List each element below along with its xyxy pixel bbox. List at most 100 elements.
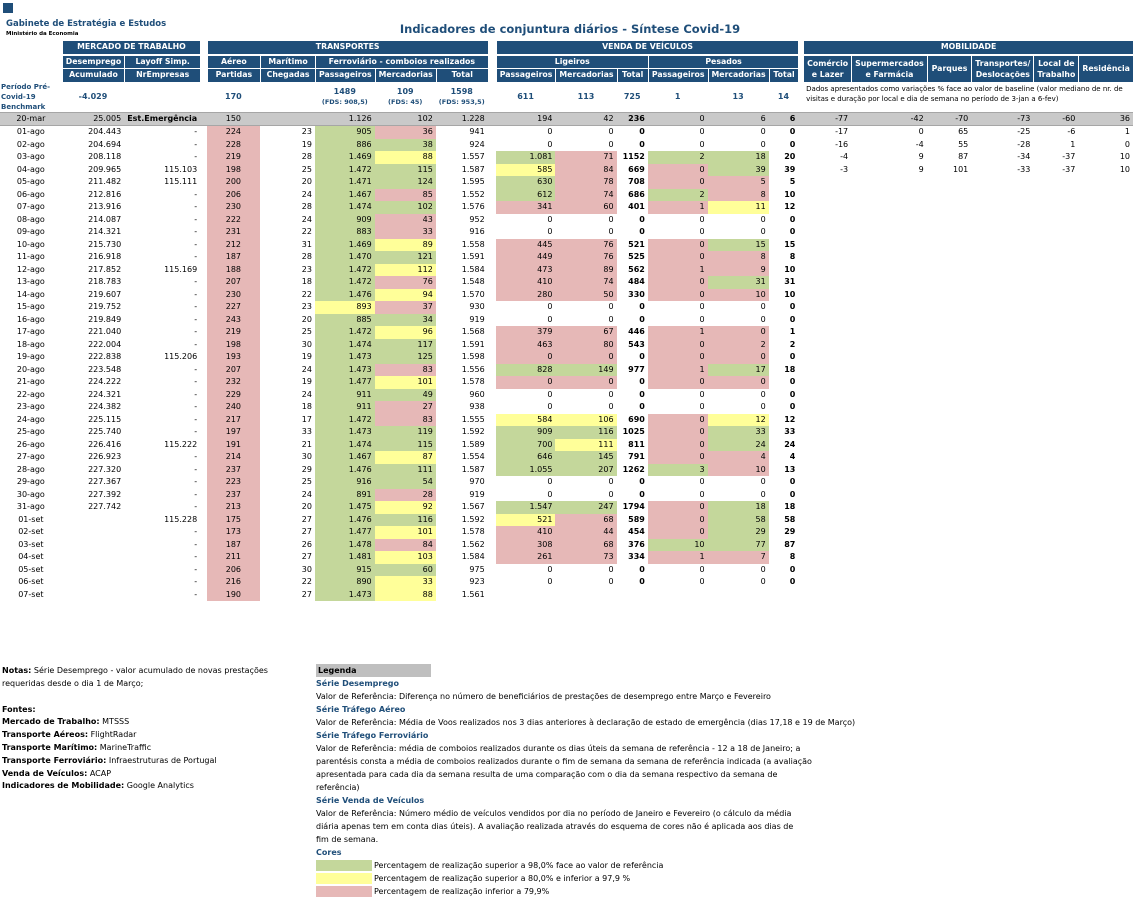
table-row: 14-ago 219.607 -230 22 1.476 94 1.570 280 50 330 0…	[0, 288, 1133, 301]
cell-lig-total: 376	[628, 539, 645, 549]
cell-mob-supermercados	[851, 301, 927, 314]
cell-fer-mercadorias: 115	[374, 163, 436, 176]
cell-aereo-partidas: 237	[206, 488, 261, 501]
cell-mob-supermercados	[851, 251, 927, 264]
cell-pes-mercadorias: 17	[707, 363, 769, 376]
cell-fer-passageiros: 1.477	[314, 376, 375, 389]
cell-mob-residencia	[1078, 514, 1133, 527]
cell-lig-total: 977	[628, 364, 645, 374]
cell-pes-passageiros: 1	[647, 363, 708, 376]
cell-date: 31-ago	[16, 502, 45, 512]
cell-lig-passageiros: 261	[495, 551, 556, 564]
cell-maritimo-chegadas: 28	[301, 252, 312, 262]
table-row: 03-ago 208.118 -219 28 1.469 88 1.557 1.081 71 11…	[0, 151, 1133, 164]
cell-aereo-partidas: 231	[206, 226, 261, 239]
cell-aereo-partidas: 187	[206, 251, 261, 264]
cell-fer-passageiros: 911	[314, 401, 375, 414]
cell-desemprego: 227.392	[88, 489, 122, 499]
cell-desemprego: 221.040	[88, 327, 122, 337]
cell-desemprego: 214.087	[88, 214, 122, 224]
cell-mob-residencia	[1078, 189, 1133, 202]
cell-mob-parques	[927, 389, 972, 402]
cell-pes-passageiros: 0	[699, 227, 705, 237]
legend-series-text: Valor de Referência: média de comboios r…	[316, 744, 812, 792]
source-key: Indicadores de Mobilidade:	[2, 781, 125, 791]
cell-mob-comercio	[803, 401, 851, 414]
cell-desemprego: 227.320	[88, 464, 122, 474]
cell-mob-comercio	[803, 439, 851, 452]
legend-color-swatch	[316, 873, 372, 884]
cell-mob-parques	[927, 226, 972, 239]
cell-mob-trabalho	[1033, 439, 1078, 452]
cell-mob-residencia	[1078, 501, 1133, 514]
cell-lig-total: 401	[628, 202, 645, 212]
cell-pes-mercadorias: 0	[707, 326, 769, 339]
cell-pes-total: 58	[784, 514, 796, 524]
cell-fer-passageiros: 905	[314, 126, 375, 139]
cell-date: 03-ago	[16, 152, 45, 162]
table-row: 11-ago 216.918 -187 28 1.470 121 1.591 449 76 525…	[0, 251, 1133, 264]
cell-mob-parques	[927, 401, 972, 414]
cell-fer-total: 916	[469, 227, 485, 237]
cell-mob-supermercados	[851, 451, 927, 464]
cell-lig-mercadorias: 0	[608, 227, 614, 237]
cell-lig-total: 1794	[622, 502, 645, 512]
cell-date: 18-ago	[16, 339, 45, 349]
cell-mob-residencia	[1078, 439, 1133, 452]
cell-mob-transportes	[971, 551, 1033, 564]
cell-mob-parques	[927, 326, 972, 339]
cell-lig-total: 330	[628, 289, 645, 299]
cell-lig-total: 521	[628, 239, 645, 249]
cell-mob-transportes	[971, 176, 1033, 189]
header-row-3: Acumulado NrEmpresas Partidas Chegadas P…	[0, 69, 1133, 82]
table-row: 01-ago 204.443 -224 23 905 36 941 0 0 0 0 0 0 -17 0 65 -…	[0, 126, 1133, 139]
header-desemprego: Desemprego	[61, 55, 125, 69]
benchmark-fer-total: 1598	[450, 86, 473, 96]
cell-fer-passageiros: 1.473	[314, 351, 375, 364]
cell-lig-total: 0	[639, 352, 645, 362]
cell-fer-total: 1.568	[461, 327, 485, 337]
cell-lig-total	[617, 589, 648, 602]
header-parques: Parques	[926, 55, 972, 82]
cell-date: 15-ago	[16, 302, 45, 312]
cell-layoff: -	[194, 152, 198, 162]
benchmark-fer-merc: 109	[396, 86, 414, 96]
cell-pes-mercadorias: 9	[707, 263, 769, 276]
cell-fer-total: 1.598	[461, 352, 485, 362]
cell-lig-passageiros: 463	[495, 338, 556, 351]
cell-fer-passageiros: 883	[314, 226, 375, 239]
benchmark-fer-pass: 1489	[333, 86, 356, 96]
table-row: 17-ago 221.040-219 25 1.472 96 1.568 379 67 446 1…	[0, 326, 1133, 339]
cell-pes-passageiros: 0	[647, 438, 708, 451]
cell-mob-comercio	[803, 376, 851, 389]
cell-mob-supermercados	[851, 189, 927, 202]
cell-mob-transportes	[971, 189, 1033, 202]
cell-fer-total: 970	[469, 477, 485, 487]
cell-mob-transportes	[971, 514, 1033, 527]
cell-mob-comercio	[803, 239, 851, 252]
cell-fer-mercadorias: 94	[374, 288, 436, 301]
table-row: 16-ago 219.849 -243 20 885 34 919 0 0 0 0 0 0	[0, 313, 1133, 326]
cell-mob-residencia	[1078, 426, 1133, 439]
cell-lig-mercadorias: 84	[555, 163, 617, 176]
cell-aereo-partidas: 175	[206, 513, 261, 526]
cell-pes-mercadorias: 77	[707, 538, 769, 551]
cell-pes-passageiros: 0	[647, 376, 708, 389]
cell-mob-supermercados	[851, 389, 927, 402]
cell-mob-comercio	[803, 201, 851, 214]
table-row: 29-ago 227.367 -223 25 916 54 970 0 0 0 0 0 0	[0, 476, 1133, 489]
cell-mob-trabalho	[1033, 576, 1078, 589]
cell-lig-mercadorias: 111	[555, 438, 617, 451]
cell-lig-mercadorias: 74	[555, 276, 617, 289]
cell-aereo-partidas: 207	[206, 276, 261, 289]
cell-maritimo-chegadas: 28	[301, 202, 312, 212]
cell-pes-total: 10	[784, 189, 796, 199]
logo-org-name: Gabinete de Estratégia e Estudos	[6, 19, 167, 29]
cell-pes-total: 0	[789, 127, 796, 137]
source-value: MTSSS	[102, 717, 130, 727]
cell-mob-parques	[927, 214, 972, 227]
cell-mob-supermercados	[851, 376, 927, 389]
cell-date: 25-ago	[16, 427, 45, 437]
cell-fer-mercadorias: 37	[374, 301, 436, 314]
header-fer-mercadorias: Mercadorias	[374, 69, 436, 82]
